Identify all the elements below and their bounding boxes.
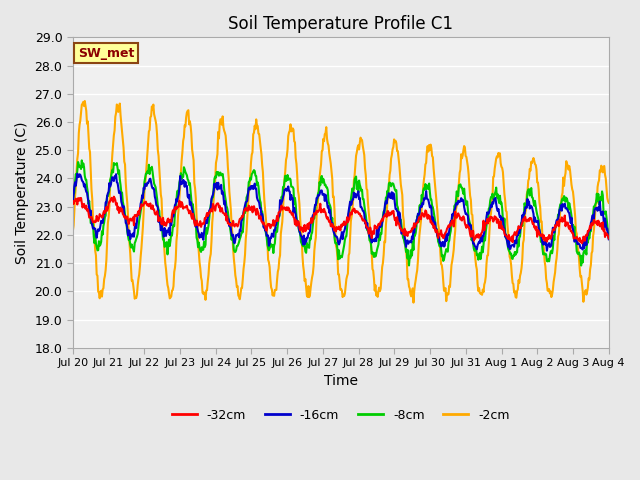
Y-axis label: Soil Temperature (C): Soil Temperature (C) [15, 121, 29, 264]
X-axis label: Time: Time [324, 374, 358, 388]
Legend: -32cm, -16cm, -8cm, -2cm: -32cm, -16cm, -8cm, -2cm [167, 404, 515, 427]
Text: SW_met: SW_met [78, 47, 134, 60]
Title: Soil Temperature Profile C1: Soil Temperature Profile C1 [228, 15, 453, 33]
